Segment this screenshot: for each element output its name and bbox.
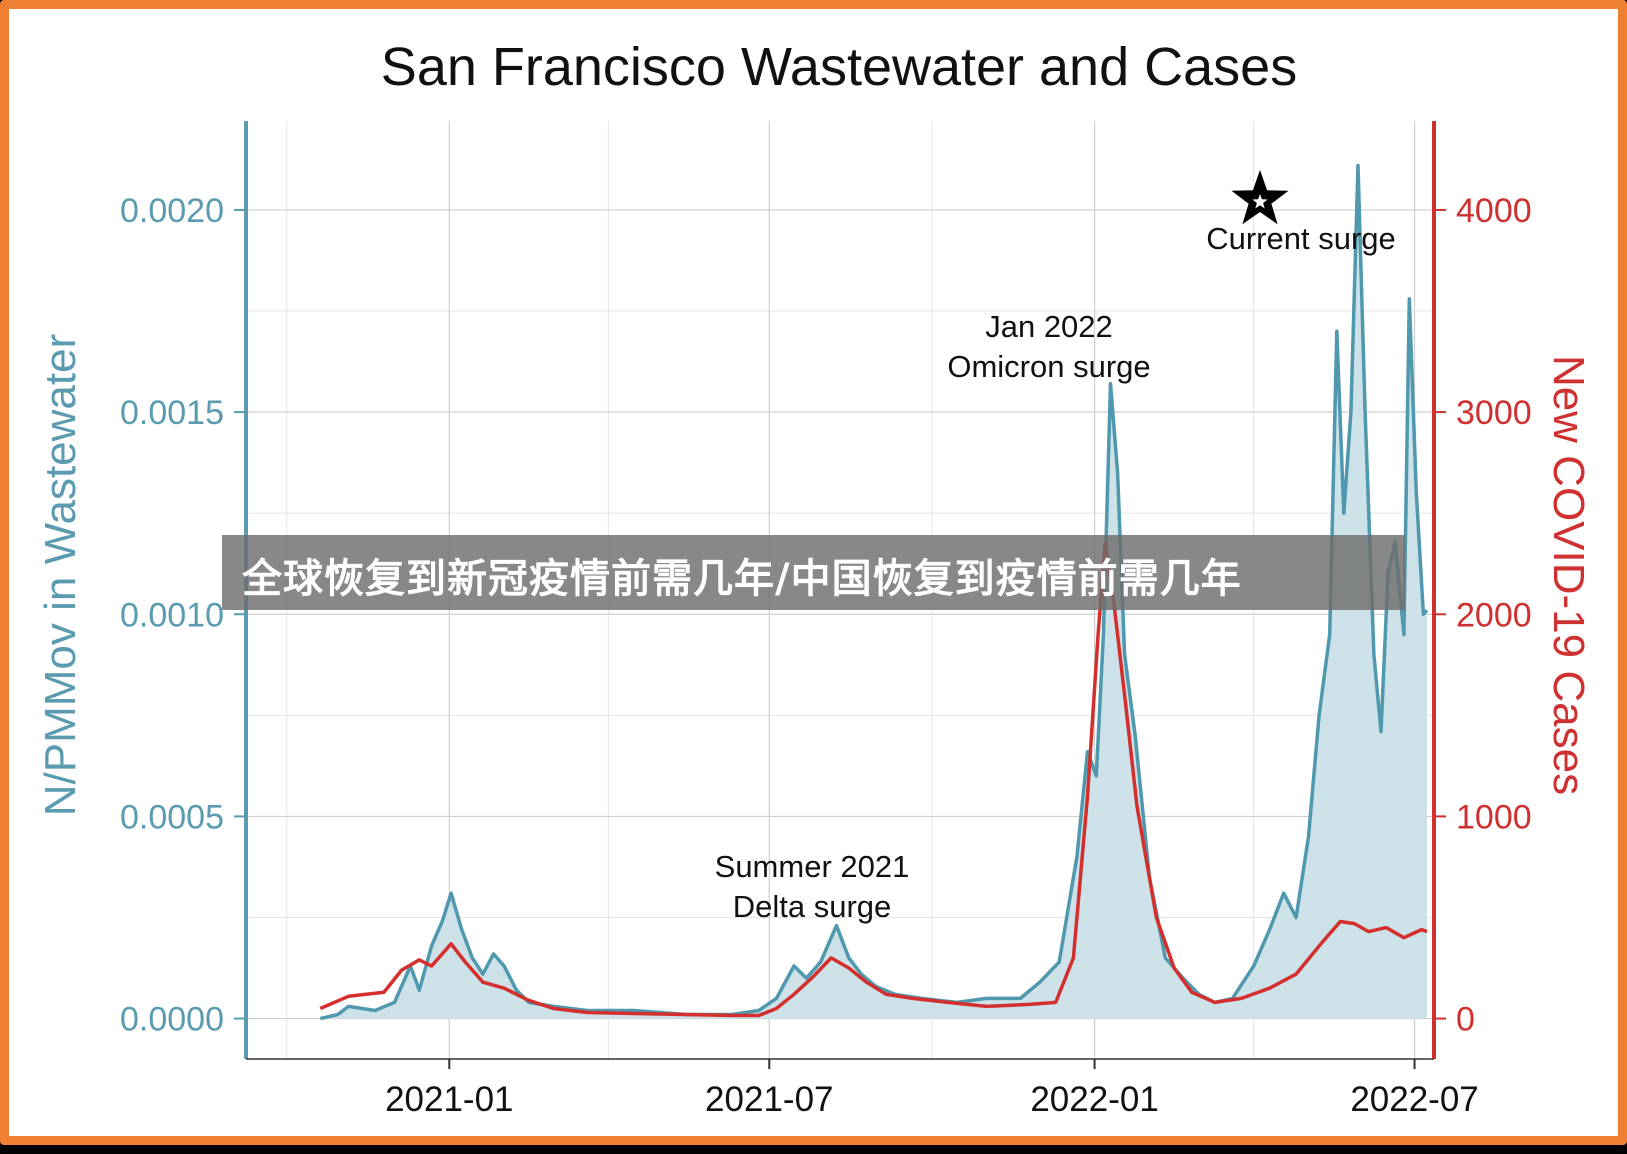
caption-banner — [222, 535, 1405, 610]
x-tick-label: 2021-07 — [705, 1080, 833, 1119]
left-tick-label: 0.0005 — [120, 798, 224, 836]
right-tick-label: 1000 — [1456, 798, 1532, 836]
annotation-label: Summer 2021 — [715, 849, 910, 884]
left-tick-label: 0.0010 — [120, 596, 224, 634]
right-tick-label: 2000 — [1456, 596, 1532, 634]
x-tick-label: 2022-07 — [1350, 1080, 1478, 1119]
left-tick-label: 0.0015 — [120, 394, 224, 432]
annotation-label: Current surge — [1206, 221, 1396, 256]
right-tick-label: 4000 — [1456, 192, 1532, 230]
annotation-label: Jan 2022 — [985, 309, 1113, 344]
x-tick-label: 2022-01 — [1030, 1080, 1158, 1119]
wastewater-line — [319, 163, 1429, 1021]
annotation-label: Delta surge — [733, 889, 892, 924]
right-tick-label: 3000 — [1456, 394, 1532, 432]
right-axis-label: New COVID-19 Cases — [1544, 355, 1593, 795]
left-axis-label: N/PMMov in Wastewater — [36, 334, 85, 816]
cases-line — [319, 541, 1428, 1018]
x-tick-label: 2021-01 — [385, 1080, 513, 1119]
chart-canvas: 0.0000 0.0005 0.0010 0.0015 0.0020 0 1000 2000 3… — [36, 37, 1593, 1119]
caption-text: 全球恢复到新冠疫情前需几年/中国恢复到疫情前需几年 — [242, 556, 1242, 602]
left-tick-label: 0.0020 — [120, 192, 224, 230]
wastewater-area — [320, 165, 1427, 1019]
chart-title: San Francisco Wastewater and Cases — [381, 37, 1297, 97]
annotation-label: Omicron surge — [947, 349, 1150, 384]
star-inner-icon — [1252, 194, 1268, 209]
right-tick-label: 0 — [1456, 1001, 1475, 1039]
left-tick-label: 0.0000 — [120, 1001, 224, 1039]
